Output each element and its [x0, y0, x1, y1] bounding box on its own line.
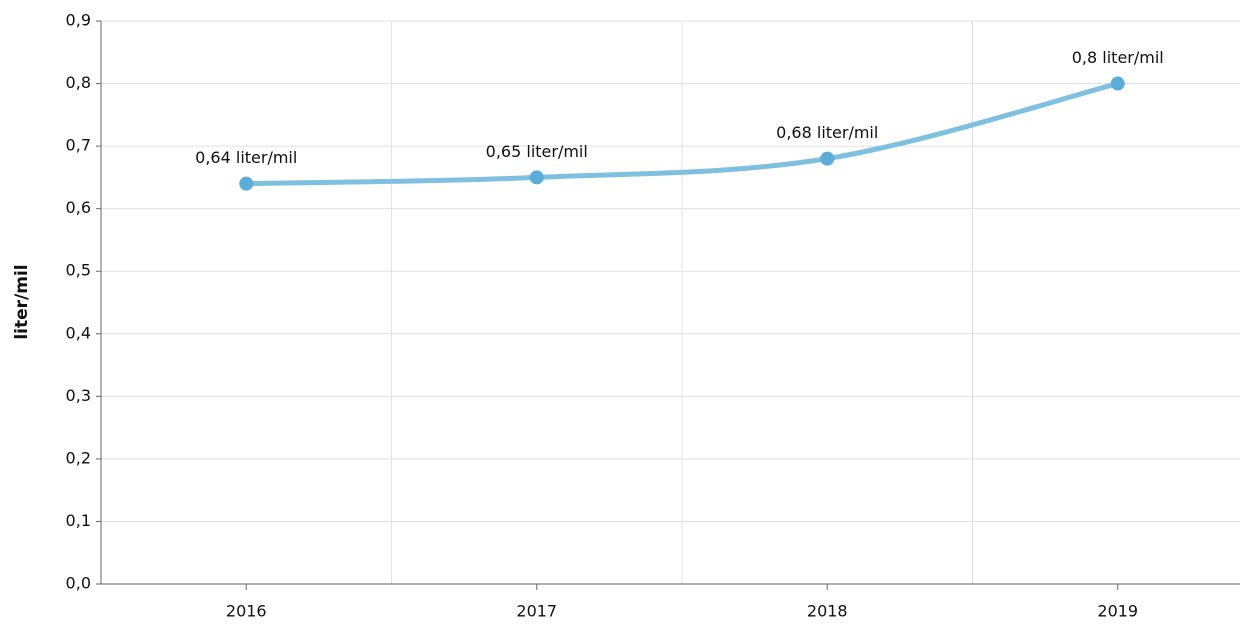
x-tick-label: 2017: [516, 602, 557, 621]
y-tick-label: 0,0: [66, 574, 91, 593]
marker: [239, 176, 254, 191]
data-label: 0,68 liter/mil: [776, 123, 878, 142]
y-tick-label: 0,4: [66, 323, 91, 342]
marker: [1110, 76, 1125, 91]
y-tick-label: 0,2: [66, 448, 91, 467]
y-tick-label: 0,1: [66, 511, 91, 530]
x-tick-label: 2016: [226, 602, 267, 621]
data-label: 0,8 liter/mil: [1072, 48, 1164, 67]
line: [243, 81, 1121, 187]
y-axis-label: liter/mil: [12, 264, 32, 339]
marker: [820, 151, 835, 166]
marker: [529, 170, 544, 185]
x-tick-label: 2018: [807, 602, 848, 621]
y-tick-label: 0,5: [66, 261, 91, 280]
data-label: 0,64 liter/mil: [195, 148, 297, 167]
y-tick-label: 0,9: [66, 11, 91, 30]
data-label: 0,65 liter/mil: [486, 142, 588, 161]
y-tick-label: 0,6: [66, 198, 91, 217]
x-tick-label: 2019: [1097, 602, 1138, 621]
y-tick-label: 0,8: [66, 73, 91, 92]
y-tick-label: 0,3: [66, 386, 91, 405]
y-tick-label: 0,7: [66, 136, 91, 155]
